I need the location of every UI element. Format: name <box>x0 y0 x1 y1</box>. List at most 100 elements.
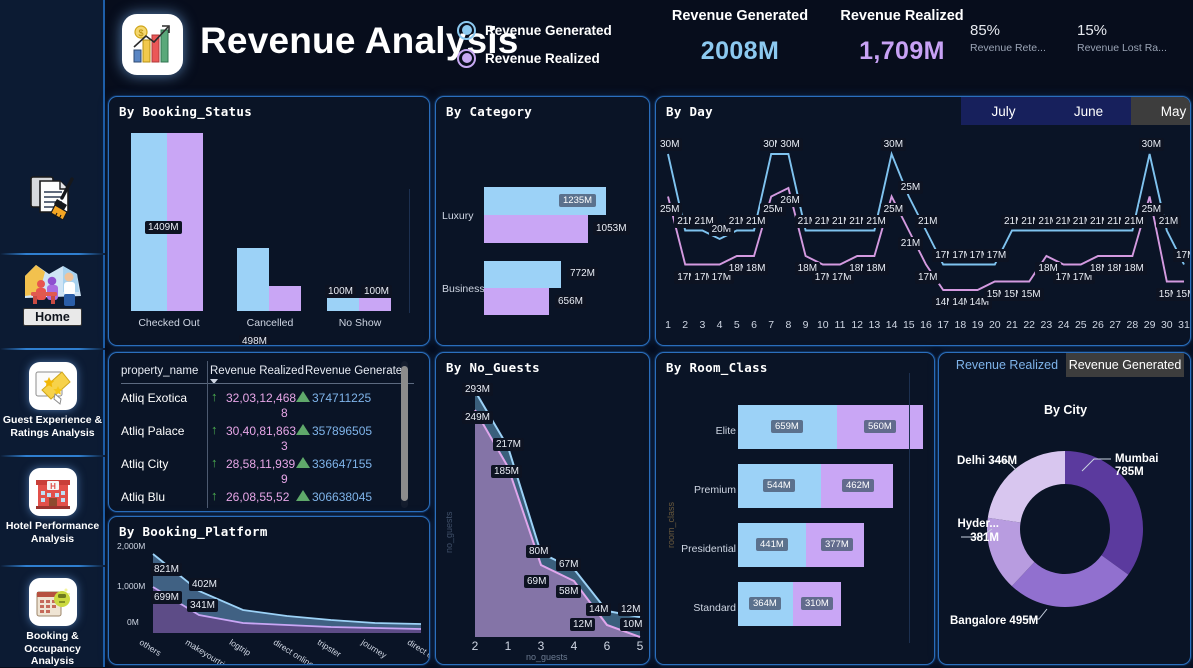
x-tick-label: 16 <box>920 319 932 331</box>
y-tick-label: Elite <box>715 425 736 437</box>
panel-title: By Booking_Status <box>119 104 253 119</box>
radio-realized-icon[interactable] <box>457 48 476 68</box>
bar-noshow-realized[interactable] <box>359 298 391 311</box>
bar-luxury-realized[interactable] <box>484 215 588 243</box>
bar-business-realized[interactable] <box>484 288 549 315</box>
panel-title: By Category <box>446 104 533 119</box>
day-data-label: 21M <box>897 236 924 250</box>
x-tick-label: 21 <box>1006 319 1018 331</box>
panel-booking-status: By Booking_Status 1409M 498M 199M 100M 1… <box>108 96 430 346</box>
star-rating-icon <box>28 362 77 410</box>
cell-overflow-digit: 3 <box>281 439 288 453</box>
bar-cancelled-generated[interactable] <box>237 248 269 311</box>
legend-item-revenue-realized[interactable]: Revenue Realized <box>457 44 612 72</box>
x-tick-label: 23 <box>1040 319 1053 331</box>
toggle-revenue-generated[interactable]: Revenue Generated <box>1066 353 1184 377</box>
donut-label-bangalore: Bangalore 495M <box>950 615 1039 627</box>
area-label: 293M <box>462 383 494 396</box>
documents-broom-icon <box>26 172 80 220</box>
day-data-label: 21M <box>1121 214 1147 228</box>
cell-property-name: Atliq Exotica <box>121 391 188 405</box>
x-tick-label: 6 <box>751 319 757 331</box>
bar-business-generated[interactable] <box>484 261 561 288</box>
month-button-may[interactable]: May <box>1131 97 1190 125</box>
month-button-june[interactable]: June <box>1046 97 1131 125</box>
sidebar-item-data-cleaning[interactable] <box>0 172 105 220</box>
column-header-property-name[interactable]: property_name <box>121 365 199 377</box>
area-label: 80M <box>526 545 552 558</box>
x-tick-label: 29 <box>1143 319 1156 331</box>
bar-noshow-generated[interactable] <box>327 298 359 311</box>
legend-label: Revenue Generated <box>485 22 612 38</box>
x-tick-label: 7 <box>768 319 775 331</box>
sidebar-divider <box>0 455 105 457</box>
radio-generated-icon[interactable] <box>457 20 476 40</box>
x-tick-label: 14 <box>885 319 898 331</box>
x-tick-label: 17 <box>937 319 950 331</box>
y-tick-label: Premium <box>693 484 736 496</box>
people-group-icon <box>19 262 87 314</box>
cell-revenue-realized: 30,40,81,863 <box>226 424 297 438</box>
x-tick-label: 27 <box>1109 319 1122 331</box>
bar-cancelled-realized[interactable] <box>269 286 301 311</box>
x-tick-label: 18 <box>954 319 967 331</box>
x-axis-title: no_guests <box>526 652 568 662</box>
legend-item-revenue-generated[interactable]: Revenue Generated <box>457 16 612 44</box>
sidebar-item-home[interactable]: Home <box>0 262 105 326</box>
legend-label: Revenue Realized <box>485 50 600 66</box>
cell-overflow-digit: 9 <box>281 472 288 486</box>
sidebar-item-guest-experience[interactable]: Guest Experience & Ratings Analysis <box>0 362 105 439</box>
day-data-label: 17M <box>915 270 941 284</box>
x-tick-label: 10 <box>816 319 829 331</box>
day-data-label: 30M <box>657 138 683 151</box>
month-button-july[interactable]: July <box>961 97 1046 125</box>
day-data-label: 25M <box>897 180 924 194</box>
cell-revenue-generated: 357896505 <box>312 424 373 438</box>
kpi-revenue-realized: Revenue Realized 1,709M <box>812 8 992 66</box>
day-data-label: 30M <box>1138 138 1165 151</box>
kpi-title: Revenue Generated <box>671 8 809 24</box>
x-tick-label: 9 <box>802 319 809 331</box>
x-tick-label: Checked Out <box>138 317 200 329</box>
panel-city: Revenue Realized Revenue Generated By Ci… <box>938 352 1191 665</box>
no-guests-area-chart <box>474 390 641 638</box>
day-data-label: 17M <box>1173 248 1190 262</box>
x-tick-label: 28 <box>1126 319 1139 331</box>
day-series-line <box>667 186 1184 291</box>
x-tick-label: 3 <box>537 639 545 653</box>
sidebar-item-booking-occupancy[interactable]: Booking & Occupancy Analysis <box>0 578 105 668</box>
x-tick-label: 15 <box>902 319 915 331</box>
bar-chart-logo-icon: $ <box>122 14 183 75</box>
x-tick-label: 22 <box>1023 319 1036 331</box>
donut-label-delhi: Delhi 346M <box>957 455 1018 467</box>
bar-label: 100M <box>325 285 357 298</box>
kpi-value: 85% <box>970 22 1001 39</box>
bar-label: 462M <box>842 479 874 492</box>
cell-revenue-realized: 32,03,12,468 <box>226 391 297 405</box>
area-label: 699M <box>151 591 183 604</box>
column-header-revenue-realized[interactable]: Revenue Realized <box>210 365 304 377</box>
kpi-label: Revenue Rete... <box>970 42 1046 54</box>
y-tick-label: 2,000M <box>117 541 146 551</box>
area-label: 10M <box>620 618 646 631</box>
toggle-revenue-realized[interactable]: Revenue Realized <box>955 358 1059 372</box>
bar-label: 498M <box>239 335 271 345</box>
day-data-label: 21M <box>863 214 889 228</box>
table-scrollbar-thumb[interactable] <box>401 366 408 501</box>
column-header-revenue-generated[interactable]: Revenue Generated <box>305 365 409 377</box>
x-tick-label: 25 <box>1074 319 1087 331</box>
area-label: 67M <box>556 558 582 571</box>
trend-up-icon: ↑ <box>211 422 218 437</box>
y-axis-title: no_guests <box>444 511 454 553</box>
kpi-value: 15% <box>1077 22 1108 39</box>
sidebar-divider <box>0 565 105 567</box>
area-label: 14M <box>586 603 612 616</box>
calendar-booking-icon <box>28 578 77 626</box>
table-scrollbar-track[interactable] <box>401 361 408 508</box>
x-tick-label: 1 <box>665 319 671 331</box>
area-label: 12M <box>618 603 644 616</box>
x-tick-label: 6 <box>603 639 611 653</box>
panel-title: By Day <box>666 104 713 119</box>
y-tick-label: 0M <box>127 617 139 627</box>
sidebar-item-hotel-performance[interactable]: H Hotel Performance Analysis <box>0 468 105 545</box>
